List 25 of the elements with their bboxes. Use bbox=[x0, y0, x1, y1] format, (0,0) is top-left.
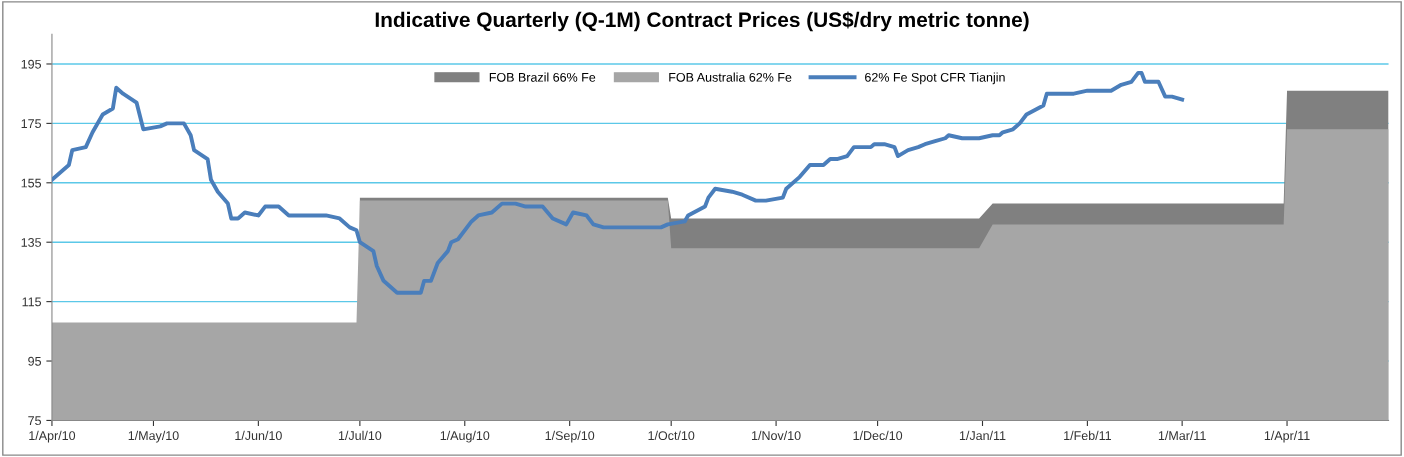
y-tick-label: 195 bbox=[21, 59, 42, 69]
y-tick-label: 75 bbox=[28, 416, 42, 426]
legend-label: FOB Australia 62% Fe bbox=[669, 72, 792, 82]
x-tick-label: 1/May/10 bbox=[128, 430, 179, 443]
y-tick-label: 95 bbox=[28, 356, 42, 366]
legend-label: FOB Brazil 66% Fe bbox=[489, 72, 596, 82]
line-series bbox=[51, 70, 1185, 295]
legend-label: 62% Fe Spot CFR Tianjin bbox=[865, 72, 1005, 85]
x-tick-label: 1/Jun/10 bbox=[235, 430, 282, 441]
chart-title: Indicative Quarterly (Q-1M) Contract Prices (US$/dry metric tonne) bbox=[375, 11, 1029, 32]
x-tick-label: 1/Jul/10 bbox=[338, 430, 382, 441]
x-tick-label: 1/Oct/10 bbox=[648, 430, 695, 441]
x-tick-label: 1/Dec/10 bbox=[853, 430, 903, 441]
x-tick-label: 1/Jan/11 bbox=[959, 430, 1006, 441]
x-tick-label: 1/Nov/10 bbox=[752, 430, 801, 441]
y-tick-label: 115 bbox=[22, 297, 42, 307]
x-tick-label: 1/Aug/10 bbox=[440, 430, 490, 443]
x-tick-label: 1/Feb/11 bbox=[1064, 430, 1111, 441]
y-tick-label: 155 bbox=[21, 178, 42, 188]
x-tick-label: 1/Sep/10 bbox=[545, 430, 595, 443]
x-tick-label: 1/Apr/10 bbox=[29, 430, 76, 443]
y-tick-label: 175 bbox=[21, 119, 42, 129]
y-tick-label: 135 bbox=[21, 238, 42, 247]
x-tick-label: 1/Mar/11 bbox=[1158, 430, 1206, 441]
x-tick-label: 1/Apr/11 bbox=[1264, 430, 1310, 443]
